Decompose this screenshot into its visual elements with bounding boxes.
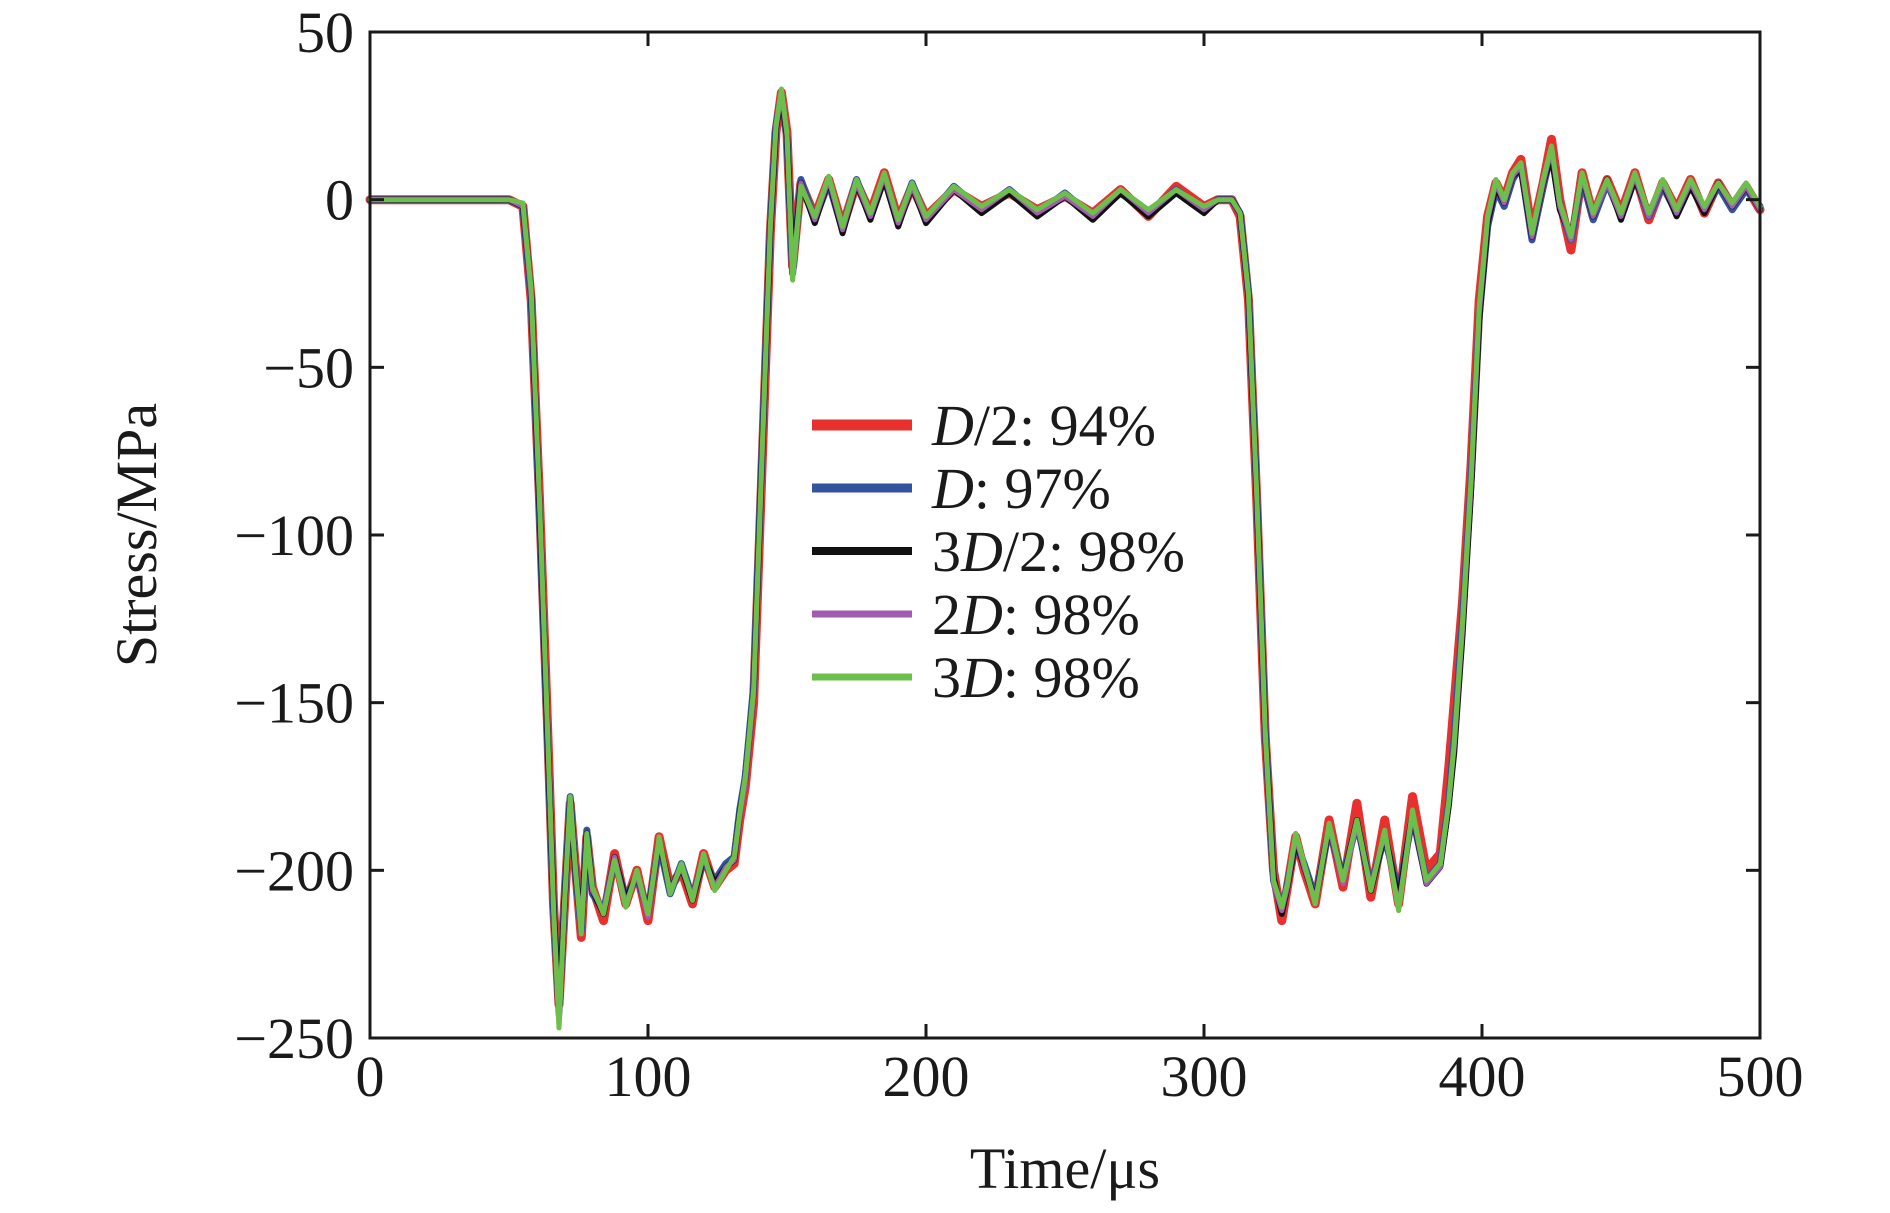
- legend-entry-1: D: 97%: [812, 456, 1111, 521]
- y-tick-label: −150: [234, 671, 354, 736]
- x-tick-label: 500: [1717, 1044, 1804, 1109]
- y-tick-label: −250: [234, 1006, 354, 1071]
- legend-entry-2: 3D/2: 98%: [812, 519, 1185, 584]
- legend-label: D: 97%: [931, 456, 1111, 521]
- legend-label: D/2: 94%: [931, 393, 1156, 458]
- legend-entry-0: D/2: 94%: [812, 393, 1156, 458]
- x-tick-label: 400: [1439, 1044, 1526, 1109]
- y-tick-label: −50: [263, 335, 354, 400]
- x-axis-label: Time/μs: [970, 1136, 1160, 1201]
- y-axis-label: Stress/MPa: [104, 403, 169, 667]
- legend-label: 2D: 98%: [932, 582, 1140, 647]
- y-tick-label: 0: [325, 168, 354, 233]
- legend-label: 3D/2: 98%: [932, 519, 1185, 584]
- legend-label: 3D: 98%: [932, 645, 1140, 710]
- x-tick-label: 100: [605, 1044, 692, 1109]
- legend: D/2: 94%D: 97%3D/2: 98%2D: 98%3D: 98%: [812, 393, 1185, 710]
- legend-entry-3: 2D: 98%: [812, 582, 1140, 647]
- x-tick-label: 200: [883, 1044, 970, 1109]
- y-tick-label: −200: [234, 838, 354, 903]
- series-layer: [365, 86, 1765, 1031]
- legend-entry-4: 3D: 98%: [812, 645, 1140, 710]
- x-tick-label: 0: [356, 1044, 385, 1109]
- x-tick-label: 300: [1161, 1044, 1248, 1109]
- series-line-4: [367, 86, 1763, 1031]
- y-tick-label: −100: [234, 503, 354, 568]
- y-tick-label: 50: [296, 0, 354, 65]
